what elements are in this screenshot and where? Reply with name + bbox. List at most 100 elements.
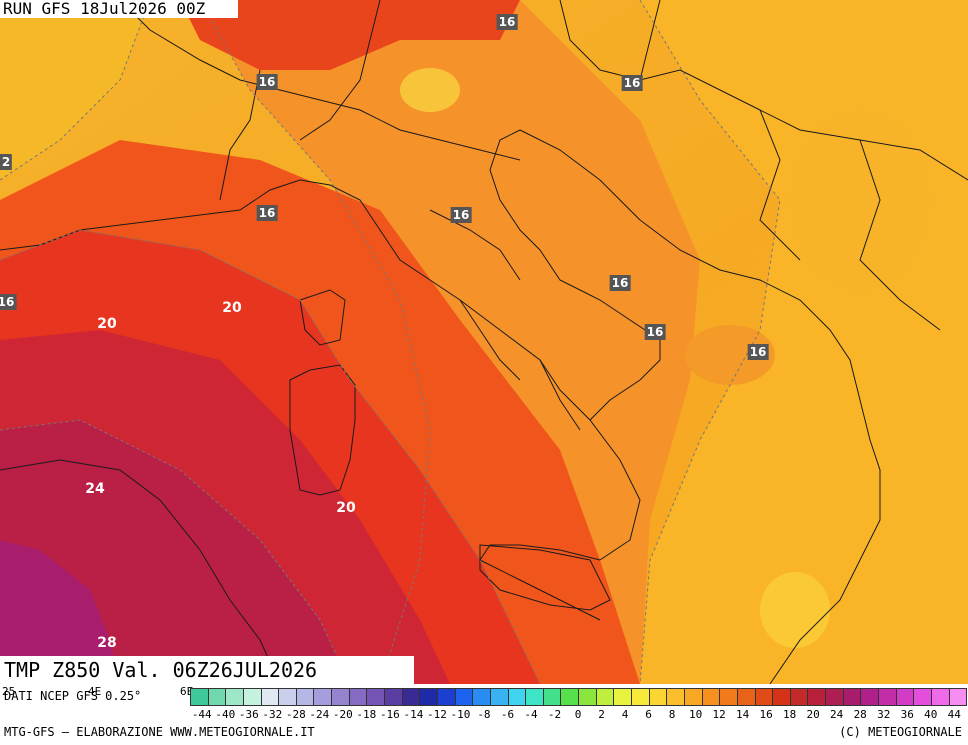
color-swatch: [842, 688, 862, 706]
color-swatch: [930, 688, 950, 706]
color-swatch: [295, 688, 315, 706]
color-swatch: [225, 688, 244, 706]
color-scale-tick-label: 6: [645, 708, 652, 721]
color-scale-ticks: -44 -40 -36 -32 -28 -24 -20 -18 -16 -14 -12 -10 -8 -6…: [190, 708, 966, 722]
temp-zone-northwest: [0, 0, 150, 180]
temp-zone-north-red: [180, 0, 520, 70]
color-scale-bar: [190, 688, 968, 706]
color-swatch: [701, 688, 721, 706]
color-scale-tick-label: -40: [215, 708, 236, 721]
contour-label: 28: [97, 635, 117, 651]
color-scale-tick-label: -2: [547, 708, 562, 721]
color-swatch: [366, 688, 386, 706]
orange-pocket-apulia: [685, 325, 775, 385]
contour-label: 20: [336, 500, 356, 516]
color-scale-tick-label: 0: [574, 708, 582, 721]
color-swatch: [807, 688, 827, 706]
color-swatch: [190, 688, 209, 706]
contour-label: 16: [256, 74, 278, 90]
color-scale-tick-label: -36: [238, 708, 259, 721]
color-scale-tick-label: -12: [426, 708, 447, 721]
contour-label: 2: [0, 154, 13, 170]
contour-label: 16: [644, 324, 666, 340]
isotherms: [0, 0, 781, 684]
color-swatch: [789, 688, 809, 706]
contour-label: 24: [85, 481, 105, 497]
color-scale-tick-label: 14: [735, 708, 750, 721]
color-swatch: [472, 688, 491, 706]
color-swatch: [260, 688, 280, 706]
color-scale-tick-label: 44: [947, 708, 961, 721]
color-swatch: [648, 688, 668, 706]
color-scale-tick-label: 4: [621, 708, 629, 721]
color-swatch: [948, 688, 968, 706]
color-swatch: [542, 688, 562, 706]
color-scale-tick-label: -4: [524, 708, 538, 721]
color-scale-tick-label: 12: [712, 708, 726, 721]
edge-tick: 6E: [180, 685, 194, 698]
color-swatch: [666, 688, 685, 706]
color-scale-tick-label: -18: [356, 708, 377, 721]
color-swatch: [313, 688, 333, 706]
temp-zone-magenta: [0, 540, 120, 684]
color-scale-tick-label: 32: [877, 708, 891, 721]
color-swatch: [560, 688, 580, 706]
color-swatch: [860, 688, 879, 706]
color-scale-tick-label: -32: [262, 708, 283, 721]
contour-label: 16: [450, 207, 472, 223]
color-scale-tick-label: 24: [830, 708, 844, 721]
color-swatch: [454, 688, 474, 706]
color-swatch: [489, 688, 509, 706]
color-swatch: [331, 688, 350, 706]
color-swatch: [895, 688, 915, 706]
color-scale-tick-label: 36: [900, 708, 914, 721]
edge-tick: 4E: [88, 685, 102, 698]
color-swatch: [754, 688, 774, 706]
color-scale-tick-label: 20: [806, 708, 820, 721]
color-swatch: [436, 688, 456, 706]
color-swatch: [242, 688, 262, 706]
color-scale-tick-label: -10: [450, 708, 471, 721]
color-scale-tick-label: 8: [668, 708, 676, 721]
contour-label: 16: [747, 344, 769, 360]
color-swatch: [877, 688, 897, 706]
color-swatch: [401, 688, 421, 706]
color-swatch: [419, 688, 438, 706]
color-scale-tick-label: -6: [500, 708, 515, 721]
color-swatch: [736, 688, 756, 706]
credit-left: MTG-GFS – ELABORAZIONE WWW.METEOGIORNALE…: [4, 725, 315, 739]
color-scale-tick-label: 40: [924, 708, 938, 721]
color-scale-tick-label: 2: [598, 708, 605, 721]
contour-label: 20: [222, 300, 242, 316]
color-scale-tick-label: 18: [783, 708, 797, 721]
data-credit: DATI NCEP GFS 0.25°: [4, 689, 142, 703]
color-swatch: [913, 688, 932, 706]
color-swatch: [772, 688, 791, 706]
edge-tick: 25: [2, 685, 16, 698]
credit-right: (C) METEOGIORNALE: [839, 725, 962, 739]
color-scale-tick-label: 28: [853, 708, 867, 721]
yellow-pocket-greece: [760, 572, 830, 648]
color-scale-tick-label: -16: [379, 708, 400, 721]
color-scale-tick-label: 10: [688, 708, 703, 721]
color-swatch: [525, 688, 544, 706]
color-swatch: [207, 688, 227, 706]
coastlines: [0, 0, 968, 684]
contour-label: 16: [256, 205, 278, 221]
contour-label: 16: [609, 275, 631, 291]
color-swatch: [613, 688, 633, 706]
color-scale-tick-label: -28: [285, 708, 306, 721]
color-swatch: [507, 688, 527, 706]
color-swatch: [683, 688, 703, 706]
contour-label: 16: [496, 14, 518, 30]
temperature-map: [0, 0, 968, 684]
color-scale-tick-label: -14: [403, 708, 424, 721]
run-label: RUN GFS 18Jul2026 00Z: [0, 0, 238, 18]
color-swatch: [578, 688, 597, 706]
contour-label: 20: [97, 316, 117, 332]
color-swatch: [348, 688, 368, 706]
field-label: TMP Z850 Val. 06Z26JUL2026: [0, 656, 414, 684]
color-swatch: [719, 688, 738, 706]
color-scale-tick-label: -8: [477, 708, 491, 721]
color-scale-tick-label: 16: [759, 708, 773, 721]
